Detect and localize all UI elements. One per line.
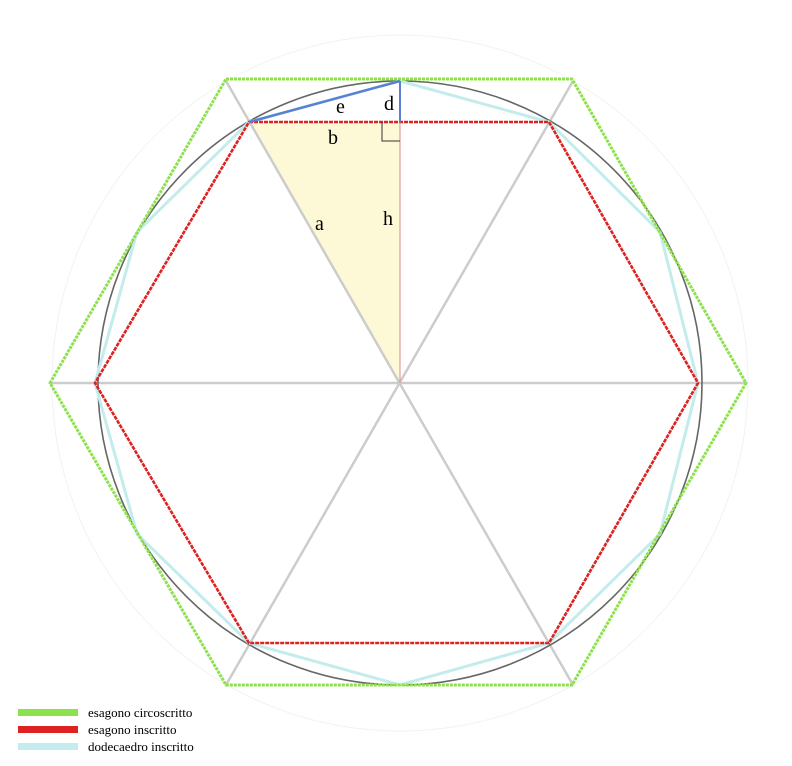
legend: esagono circoscritto esagono inscritto d… [18,704,194,755]
circumscribed-hexagon [48,77,748,687]
label-d: d [384,93,394,115]
inscribed-hexagon [93,120,700,645]
label-e: e [336,96,345,118]
legend-item-inscribed-hexagon: esagono inscritto [18,721,194,738]
legend-item-inscribed-dodecagon: dodecaedro inscritto [18,738,194,755]
label-b: b [328,127,338,149]
legend-swatch-red [18,726,78,733]
legend-item-circumscribed-hexagon: esagono circoscritto [18,704,194,721]
legend-label: esagono inscritto [88,722,177,737]
legend-swatch-green [18,709,78,716]
label-h: h [383,208,393,230]
right-angle-marker [381,122,400,142]
legend-label: dodecaedro inscritto [88,739,194,754]
label-a: a [315,213,324,235]
legend-swatch-lightblue [18,743,78,750]
legend-label: esagono circoscritto [88,705,193,720]
segment-e [248,79,401,124]
